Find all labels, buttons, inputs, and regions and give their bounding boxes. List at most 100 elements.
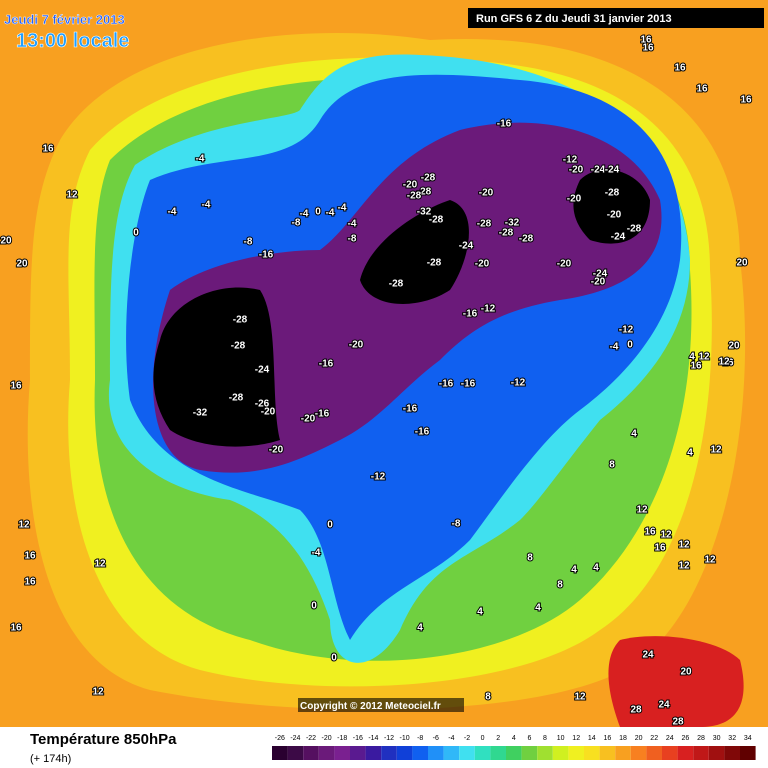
contour-label: -20 [607,210,622,221]
legend-swatch [381,746,397,760]
contour-label: -12 [511,378,526,389]
cold-core [360,200,469,304]
contour-label: -16 [415,427,430,438]
contour-label: -28 [429,215,444,226]
cold-core [573,169,650,244]
contour-label: 4 [477,607,483,618]
legend-tick-label: 16 [604,735,612,742]
legend-tick-label: 22 [650,735,658,742]
legend-swatch [474,746,491,760]
contour-label: 16 [722,358,734,369]
legend-tick-label: 24 [666,735,674,742]
contour-label: -4 [326,208,335,219]
contour-label: 16 [696,84,708,95]
legend-swatch [303,746,319,760]
contour-label: -16 [259,250,274,261]
legend-tick-label: -6 [433,735,439,742]
legend-swatch [334,746,350,760]
contour-label: -20 [349,340,364,351]
contour-label: -28 [499,228,514,239]
legend-swatch [365,746,382,760]
legend-tick-label: 18 [619,735,627,742]
contour-label: -24 [255,365,270,376]
legend-swatch [490,746,506,760]
legend-swatch [568,746,584,760]
contour-label: 0 [315,207,321,218]
contour-label: -4 [168,207,177,218]
contour-label: -24 [611,232,626,243]
contour-label: -8 [452,519,461,530]
contour-label: -24 [591,165,606,176]
contour-label: -28 [627,224,642,235]
legend-swatch [537,746,553,760]
legend-tick-label: -22 [306,735,316,742]
contour-label: -20 [557,259,572,270]
legend-tick-label: 32 [728,735,736,742]
contour-label: 20 [680,667,692,678]
legend-tick-label: 2 [496,735,500,742]
contour-label: 12 [704,555,716,566]
legend-tick-label: -14 [368,735,378,742]
legend-tick-label: 20 [635,735,643,742]
copyright-box [298,698,464,712]
legend-tick-label: -24 [290,735,300,742]
contour-label: 4 [571,565,577,576]
legend-tick-label: -16 [353,735,363,742]
legend-tick-label: 10 [557,735,565,742]
legend-swatch [677,746,694,760]
contour-label: -4 [348,219,357,230]
copyright: Copyright © 2012 Meteociel.fr [300,701,441,712]
legend-swatch [396,746,413,760]
contour-label: 12 [92,687,104,698]
contour-label: 4 [593,563,599,574]
legend-tick-label: -18 [337,735,347,742]
contour-label: 16 [640,35,652,46]
contour-label: 4 [631,429,637,440]
legend-tick-label: 12 [572,735,580,742]
contour-labels: -28-28-24-32-28-26-20-20-20 -16-16-20-12-… [0,34,753,729]
legend-swatch [708,746,725,760]
contour-label: 8 [557,580,563,591]
contour-label: 24 [658,700,670,711]
legend-tick-label: -20 [322,735,332,742]
legend-swatch [443,746,460,760]
contour-label: -16 [319,359,334,370]
legend-swatch [630,746,647,760]
hot-zone [608,636,744,727]
contour-label: -28 [407,191,422,202]
contour-label: -4 [610,342,619,353]
run-box [468,8,764,28]
contour-label: -16 [463,309,478,320]
legend-tick-label: -12 [384,735,394,742]
legend-swatch [272,746,288,760]
legend-swatch [646,746,662,760]
contour-label: 12 [678,540,690,551]
contour-label: 16 [740,95,752,106]
contour-label: 16 [10,381,22,392]
cold-core [153,287,280,447]
contour-label: 12 [718,357,730,368]
contour-label: 16 [654,543,666,554]
contour-label: 0 [311,601,317,612]
contour-label: -16 [315,409,330,420]
contour-label: -20 [479,188,494,199]
legend-swatch [318,746,335,760]
legend-tick-label: 0 [481,735,485,742]
contour-label: 0 [133,228,139,239]
contour-label: -8 [348,234,357,245]
contour-label: -16 [461,379,476,390]
contour-label: -32 [505,218,520,229]
contour-label: -20 [261,407,276,418]
contour-label: 20 [728,341,740,352]
contour-label: 8 [527,553,533,564]
contour-label: -28 [427,258,442,269]
contour-label: -20 [269,445,284,456]
contour-label: -12 [563,155,578,166]
contour-label: -24 [593,269,608,280]
contour-label: 12 [710,445,722,456]
contour-label: 4 [417,623,423,634]
legend-swatch [506,746,522,760]
contour-label: -12 [371,472,386,483]
